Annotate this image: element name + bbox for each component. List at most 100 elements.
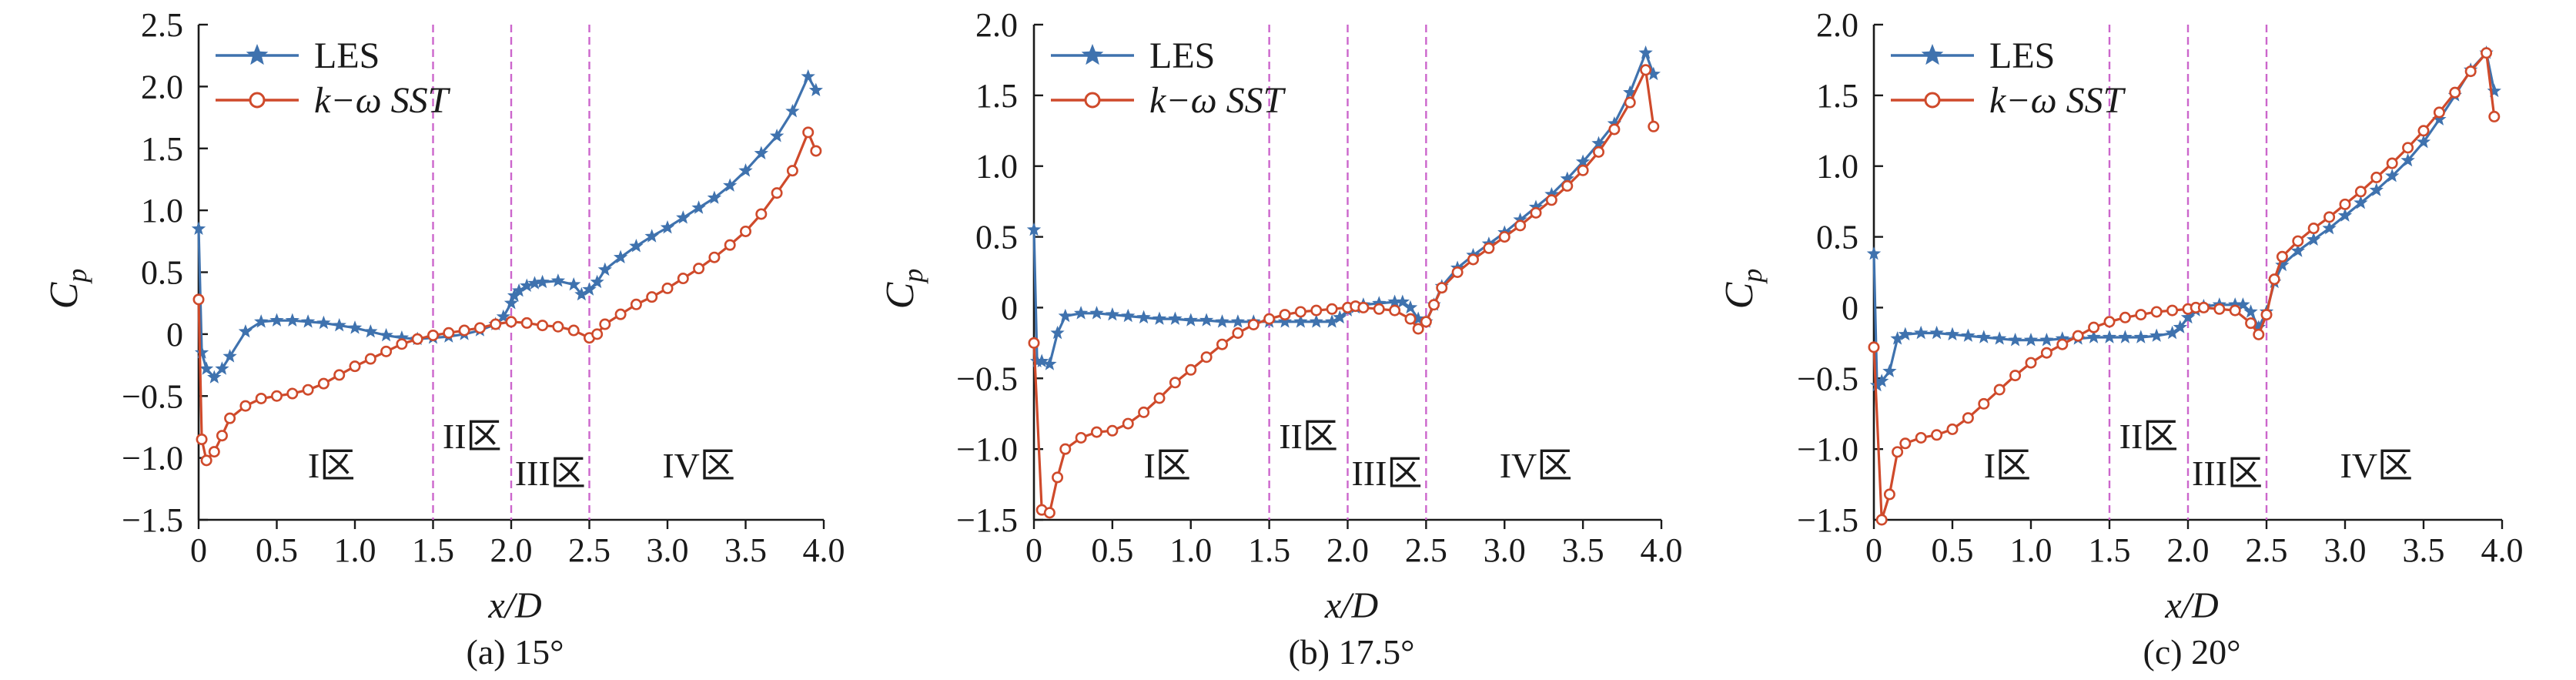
les-point	[754, 146, 768, 160]
y-tick-label: −0.5	[956, 360, 1018, 397]
zone-label: IV区	[2340, 446, 2414, 485]
sst-point	[693, 263, 705, 275]
les-point	[1089, 306, 1104, 320]
les-point	[2400, 152, 2415, 167]
sst-point	[1389, 304, 1401, 317]
x-tick-label: 4.0	[803, 531, 845, 569]
les-point	[567, 276, 581, 291]
les-point	[2307, 232, 2321, 246]
sst-point	[2370, 171, 2383, 183]
y-tick-label: 0	[1842, 289, 1858, 327]
les-point	[503, 296, 519, 310]
x-tick-label: 0.5	[1091, 531, 1133, 569]
sst-point	[216, 430, 228, 442]
sst-point	[1216, 338, 1229, 350]
les-series-line	[197, 75, 818, 379]
sst-point	[1169, 377, 1181, 389]
sst-point	[646, 291, 658, 303]
les-point	[1866, 246, 1882, 260]
y-tick-label: −1.5	[956, 501, 1018, 539]
les-point	[316, 315, 331, 330]
les-point	[191, 221, 206, 236]
y-tick-label: −1.0	[956, 430, 1018, 468]
les-point	[769, 129, 785, 142]
les-point	[1058, 308, 1072, 323]
sst-point	[1624, 96, 1636, 109]
sst-point	[2449, 86, 2461, 99]
les-point	[1230, 314, 1246, 328]
sst-point	[724, 239, 736, 251]
sst-point	[2025, 357, 2037, 369]
les-point	[269, 313, 284, 327]
sst-point	[1075, 431, 1087, 444]
y-tick-label: 1.5	[141, 130, 183, 168]
sst-point	[2481, 47, 2493, 59]
sst-point	[1467, 253, 1480, 266]
les-point	[2086, 330, 2101, 343]
sst-point	[364, 353, 376, 365]
y-tick-label: 1.0	[975, 148, 1018, 186]
sst-point	[1043, 507, 1055, 519]
les-point	[1121, 308, 1136, 323]
sst-point	[2464, 65, 2477, 78]
les-point	[2149, 328, 2164, 342]
sst-point	[1993, 384, 2006, 396]
sst-point	[599, 318, 611, 330]
sst-point	[505, 316, 517, 328]
x-tick-label: 0.5	[1932, 531, 1974, 569]
legend-les-marker	[1921, 44, 1944, 65]
les-point	[660, 219, 675, 234]
sst-point	[490, 318, 502, 330]
les-point	[801, 69, 815, 83]
sst-point	[1883, 488, 1895, 501]
sst-point	[661, 282, 674, 294]
les-point	[332, 317, 346, 332]
les-point	[1976, 330, 1991, 343]
y-tick-label: 1.0	[1816, 148, 1858, 186]
y-tick-label: 1.5	[975, 77, 1018, 115]
les-point	[194, 345, 209, 359]
sst-point	[1412, 323, 1424, 335]
les-point	[1309, 314, 1323, 328]
chart-panel-1: 2.52.01.51.00.50−0.5−1.0−1.50 0.5 1.0 1.5 2.…	[42, 6, 845, 672]
y-tick-label: 1.0	[141, 192, 183, 229]
sst-point	[1153, 392, 1166, 404]
les-point	[496, 309, 510, 323]
les-point	[1293, 314, 1308, 328]
sst-point	[1593, 146, 1605, 158]
x-tick-label: 2.5	[2246, 531, 2288, 569]
x-tick-label: 3.0	[2324, 531, 2367, 569]
sst-point	[1185, 363, 1197, 376]
les-point	[2337, 208, 2353, 222]
x-tick-label: 4.0	[2481, 531, 2524, 569]
les-point	[1914, 325, 1929, 340]
legend-les-marker	[1081, 44, 1104, 65]
sst-point	[1294, 306, 1306, 318]
x-axis-label: x/D	[2164, 585, 2218, 626]
les-point	[1136, 310, 1151, 324]
x-tick-label: 1.0	[1169, 531, 1212, 569]
zone-label: I区	[1144, 446, 1191, 485]
sst-point	[614, 308, 627, 320]
sst-point	[708, 251, 721, 263]
les-point	[1403, 300, 1418, 314]
x-tick-label: 0	[190, 531, 207, 569]
sst-point	[2072, 330, 2084, 342]
x-tick-label: 3.5	[724, 531, 767, 569]
sst-point	[2417, 125, 2430, 137]
sst-point	[224, 412, 236, 424]
y-axis-label: Cp	[42, 269, 92, 310]
sst-point	[2339, 198, 2351, 210]
x-tick-label: 1.0	[2010, 531, 2052, 569]
x-tick-label: 4.0	[1641, 531, 1683, 569]
sst-point	[196, 434, 208, 446]
les-point	[1042, 357, 1057, 370]
sst-point	[2253, 328, 2265, 340]
sst-point	[1875, 514, 1888, 526]
sst-point	[2197, 301, 2210, 313]
y-tick-label: 0	[1001, 289, 1018, 327]
les-point	[199, 361, 214, 375]
sst-point	[1279, 309, 1291, 321]
y-tick-label: 2.0	[1816, 6, 1858, 44]
